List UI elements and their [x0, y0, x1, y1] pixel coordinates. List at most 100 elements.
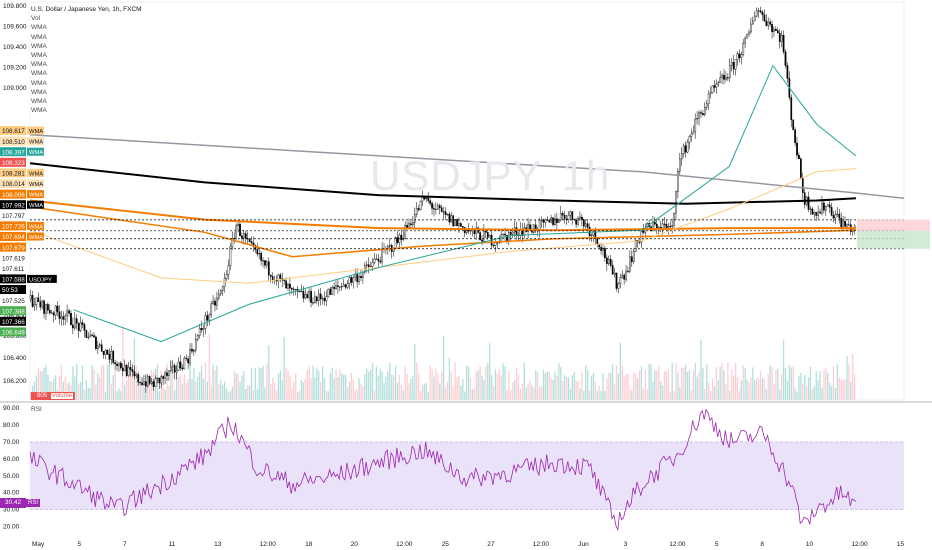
volume-bar — [767, 374, 769, 400]
rsi-legend[interactable]: RSI — [31, 406, 42, 413]
volume-bar — [769, 365, 771, 400]
candle-body — [561, 212, 564, 216]
candle-body — [392, 248, 395, 252]
y-tick-label: 109.800 — [3, 3, 27, 10]
legend-wma-4[interactable]: WMA — [31, 52, 47, 60]
volume-bar — [295, 372, 297, 400]
candle-body — [193, 349, 195, 352]
legend-wma-2[interactable]: WMA — [31, 33, 47, 41]
candle-body — [615, 272, 618, 289]
volume-bar — [734, 362, 737, 400]
volume-bar — [106, 364, 109, 400]
legend-wma-5[interactable]: WMA — [31, 61, 47, 69]
candle-body — [755, 10, 758, 17]
candle-body — [127, 367, 130, 376]
candle-body — [523, 227, 526, 236]
candle-body — [709, 92, 712, 95]
volume-bar — [172, 368, 174, 400]
volume-bar — [68, 382, 70, 400]
candle-body — [667, 226, 670, 228]
volume-bar — [471, 389, 474, 400]
volume-bar — [227, 391, 230, 400]
candle-body — [784, 51, 787, 66]
price-label-bg — [0, 210, 26, 220]
legend-wma-1[interactable]: WMA — [31, 24, 47, 32]
volume-bar — [170, 359, 172, 400]
candle-body — [778, 32, 781, 42]
volume-bar — [369, 369, 372, 400]
candle-body — [627, 270, 629, 272]
candle-body — [56, 305, 59, 313]
x-tick-label: 27 — [487, 541, 495, 548]
candle-body — [609, 258, 612, 266]
price-label: 107.694 — [2, 234, 25, 241]
y-tick-label: 109.200 — [3, 65, 27, 72]
volume-bar — [446, 381, 449, 400]
candle-body — [202, 328, 205, 331]
volume-bar — [76, 363, 78, 400]
x-tick-label: 18 — [305, 541, 313, 548]
candle-body — [381, 248, 384, 263]
candle-body — [106, 350, 109, 355]
volume-bar — [800, 372, 802, 400]
volume-bar — [809, 366, 812, 400]
candle-body — [746, 33, 748, 39]
candle-body — [577, 218, 579, 225]
volume-bar — [202, 378, 205, 400]
volume-bar — [129, 373, 132, 400]
candle-body — [317, 293, 320, 302]
candle-body — [765, 20, 768, 26]
price-tag: WMA — [29, 150, 43, 156]
volume-bar — [346, 387, 349, 400]
legend-wma-3[interactable]: WMA — [31, 42, 47, 50]
legend-vol[interactable]: Vol — [31, 15, 41, 23]
volume-bar — [110, 384, 112, 400]
volume-bar — [339, 368, 341, 400]
target-zone — [856, 230, 930, 249]
volume-bar — [604, 390, 606, 400]
candle-body — [181, 367, 184, 370]
legend-wma-8[interactable]: WMA — [31, 88, 47, 96]
legend-wma-10[interactable]: WMA — [31, 107, 47, 115]
price-tag-bg — [27, 232, 44, 241]
price-tag-bg — [27, 221, 44, 230]
candle-body — [235, 225, 238, 239]
price-tag: WMA — [29, 140, 43, 146]
volume-bar — [441, 371, 443, 400]
volume-bar — [462, 378, 464, 400]
volume-bar — [779, 389, 781, 400]
volume-bar — [254, 368, 257, 400]
volume-bar — [729, 390, 731, 400]
candle-body — [485, 230, 487, 233]
candle-body — [102, 351, 105, 355]
price-label-bg — [0, 285, 26, 294]
legend-wma-7[interactable]: WMA — [31, 79, 47, 87]
volume-bar — [204, 362, 207, 400]
price-label-bg — [0, 147, 26, 157]
volume-bar — [763, 378, 766, 400]
legend-wma-9[interactable]: WMA — [31, 98, 47, 106]
candle-body — [554, 218, 556, 225]
volume-bar — [197, 377, 199, 400]
volume-bar — [268, 345, 270, 400]
volume-bar — [220, 380, 222, 400]
volume-bar — [525, 387, 527, 400]
volume-bar — [300, 379, 303, 400]
legend-wma-6[interactable]: WMA — [31, 70, 47, 78]
candle-body — [792, 119, 795, 131]
volume-bar — [304, 379, 306, 400]
volume-bar — [223, 381, 226, 400]
candle-body — [821, 202, 823, 214]
volume-bar — [337, 377, 339, 400]
volume-bar — [540, 385, 543, 400]
volume-bar — [39, 370, 41, 400]
volume-bar — [650, 364, 652, 400]
volume-bar — [611, 364, 614, 400]
candle-body — [162, 376, 165, 379]
candle-body — [711, 85, 714, 93]
volume-bar — [58, 376, 61, 400]
price-label-bg — [0, 179, 26, 188]
candle-body — [736, 53, 739, 60]
candle-body — [237, 223, 239, 226]
